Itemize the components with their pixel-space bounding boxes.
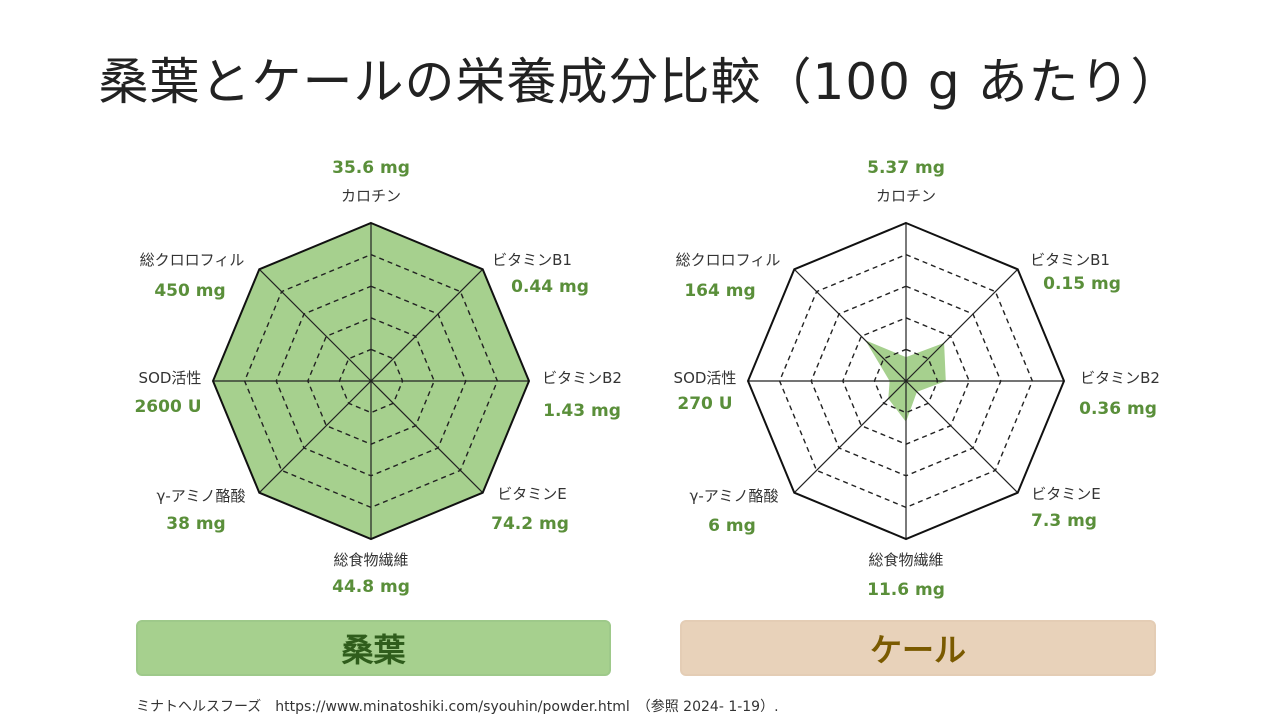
axis-label: カロチン: [876, 187, 936, 205]
axis-label: ビタミンB2: [1080, 369, 1160, 387]
value-label: 450 mg: [154, 281, 225, 301]
axis-label: カロチン: [341, 187, 401, 205]
value-label: 11.6 mg: [867, 580, 945, 600]
radar-outer-ring: [746, 221, 1066, 541]
value-label: 6 mg: [708, 516, 756, 536]
value-label: 74.2 mg: [491, 514, 569, 534]
axis-label: ビタミンB1: [492, 251, 572, 269]
axis-label: SOD活性: [139, 369, 202, 387]
radar-spoke: [793, 268, 907, 382]
value-label: 0.44 mg: [511, 277, 589, 297]
value-label: 35.6 mg: [332, 158, 410, 178]
value-label: 1.43 mg: [543, 401, 621, 421]
axis-label: ビタミンB1: [1030, 251, 1110, 269]
radar-spoke: [370, 268, 484, 382]
source-citation: ミナトヘルスフーズ https://www.minatoshiki.com/sy…: [136, 699, 779, 715]
value-label: 7.3 mg: [1031, 511, 1097, 531]
mulberry-leaf-banner: 桑葉: [136, 620, 611, 676]
axis-label: γ-アミノ酪酸: [690, 487, 779, 505]
value-label: 5.37 mg: [867, 158, 945, 178]
radar-spoke: [258, 380, 372, 494]
axis-label: γ-アミノ酪酸: [157, 487, 246, 505]
radar-spoke: [258, 268, 372, 382]
radar-spoke: [793, 380, 907, 494]
axis-label: 総食物繊維: [333, 551, 408, 569]
axis-label: ビタミンE: [497, 485, 566, 503]
axis-label: ビタミンE: [1031, 485, 1100, 503]
value-label: 270 U: [677, 394, 732, 414]
radar-spoke: [905, 380, 1019, 494]
value-label: 44.8 mg: [332, 577, 410, 597]
axis-label: ビタミンB2: [542, 369, 622, 387]
value-label: 0.15 mg: [1043, 274, 1121, 294]
radar-spoke: [370, 380, 484, 494]
radar-spoke: [905, 268, 1019, 382]
kale-banner: ケール: [680, 620, 1156, 676]
value-label: 0.36 mg: [1079, 399, 1157, 419]
value-label: 164 mg: [684, 281, 755, 301]
value-label: 38 mg: [166, 514, 225, 534]
page-title: 桑葉とケールの栄養成分比較（100 g あたり）: [98, 53, 1182, 111]
value-label: 2600 U: [134, 397, 201, 417]
axis-label: 総食物繊維: [868, 551, 943, 569]
axis-label: 総クロロフィル: [676, 251, 781, 269]
axis-label: SOD活性: [674, 369, 737, 387]
radar-outer-ring: [211, 221, 531, 541]
axis-label: 総クロロフィル: [140, 251, 245, 269]
